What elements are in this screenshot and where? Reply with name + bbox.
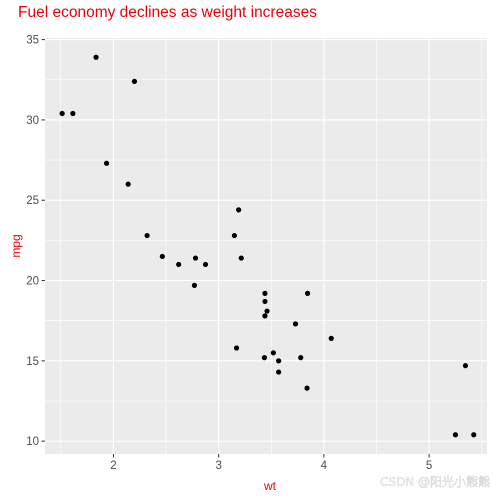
data-points [59, 54, 477, 438]
y-axis-ticks: 10 15 20 25 30 35 [26, 35, 45, 448]
data-point [292, 321, 299, 327]
data-point [192, 255, 199, 261]
data-point [298, 355, 304, 361]
data-point [202, 261, 209, 268]
x-tick-label: 4 [321, 460, 328, 472]
data-point [233, 345, 240, 351]
data-point [261, 355, 268, 361]
y-tick-label: 15 [26, 356, 39, 368]
data-point [304, 290, 311, 296]
data-point [176, 261, 182, 268]
x-tick-label: 5 [426, 460, 432, 472]
chart-title: Fuel economy declines as weight increase… [18, 4, 317, 21]
data-point [262, 313, 268, 319]
y-axis-label: mpg [9, 234, 23, 257]
y-tick-label: 20 [26, 276, 39, 288]
plot-panel [45, 38, 487, 454]
y-tick-label: 30 [26, 115, 39, 127]
data-point [59, 110, 65, 117]
data-point [103, 160, 110, 166]
data-point [262, 298, 268, 305]
data-point [452, 432, 459, 438]
data-point [471, 432, 477, 438]
x-tick-label: 3 [215, 460, 221, 472]
minor-gridlines [45, 38, 487, 454]
x-axis-ticks: 2 3 4 5 [110, 454, 432, 472]
data-point [236, 207, 242, 213]
data-point [262, 290, 268, 296]
data-point [191, 282, 198, 288]
data-point [264, 308, 270, 314]
data-point [462, 363, 469, 369]
data-point [270, 350, 276, 356]
data-point [125, 181, 131, 187]
data-point [131, 78, 138, 84]
x-tick-label: 2 [110, 460, 116, 472]
major-gridlines [45, 38, 487, 454]
y-tick-label: 25 [26, 195, 39, 207]
data-point [276, 369, 282, 375]
data-point [238, 255, 244, 261]
data-point [70, 110, 76, 117]
watermark-text: CSDN @阳光小熊熊 [380, 474, 490, 489]
data-point [328, 335, 334, 341]
x-axis-label: wt [263, 479, 277, 493]
data-point [276, 358, 282, 364]
data-point [304, 385, 310, 391]
y-tick-label: 35 [26, 35, 39, 47]
data-point [231, 232, 238, 239]
data-point [159, 253, 165, 260]
data-point [144, 232, 150, 239]
y-tick-label: 10 [26, 436, 39, 448]
data-point [93, 54, 99, 60]
